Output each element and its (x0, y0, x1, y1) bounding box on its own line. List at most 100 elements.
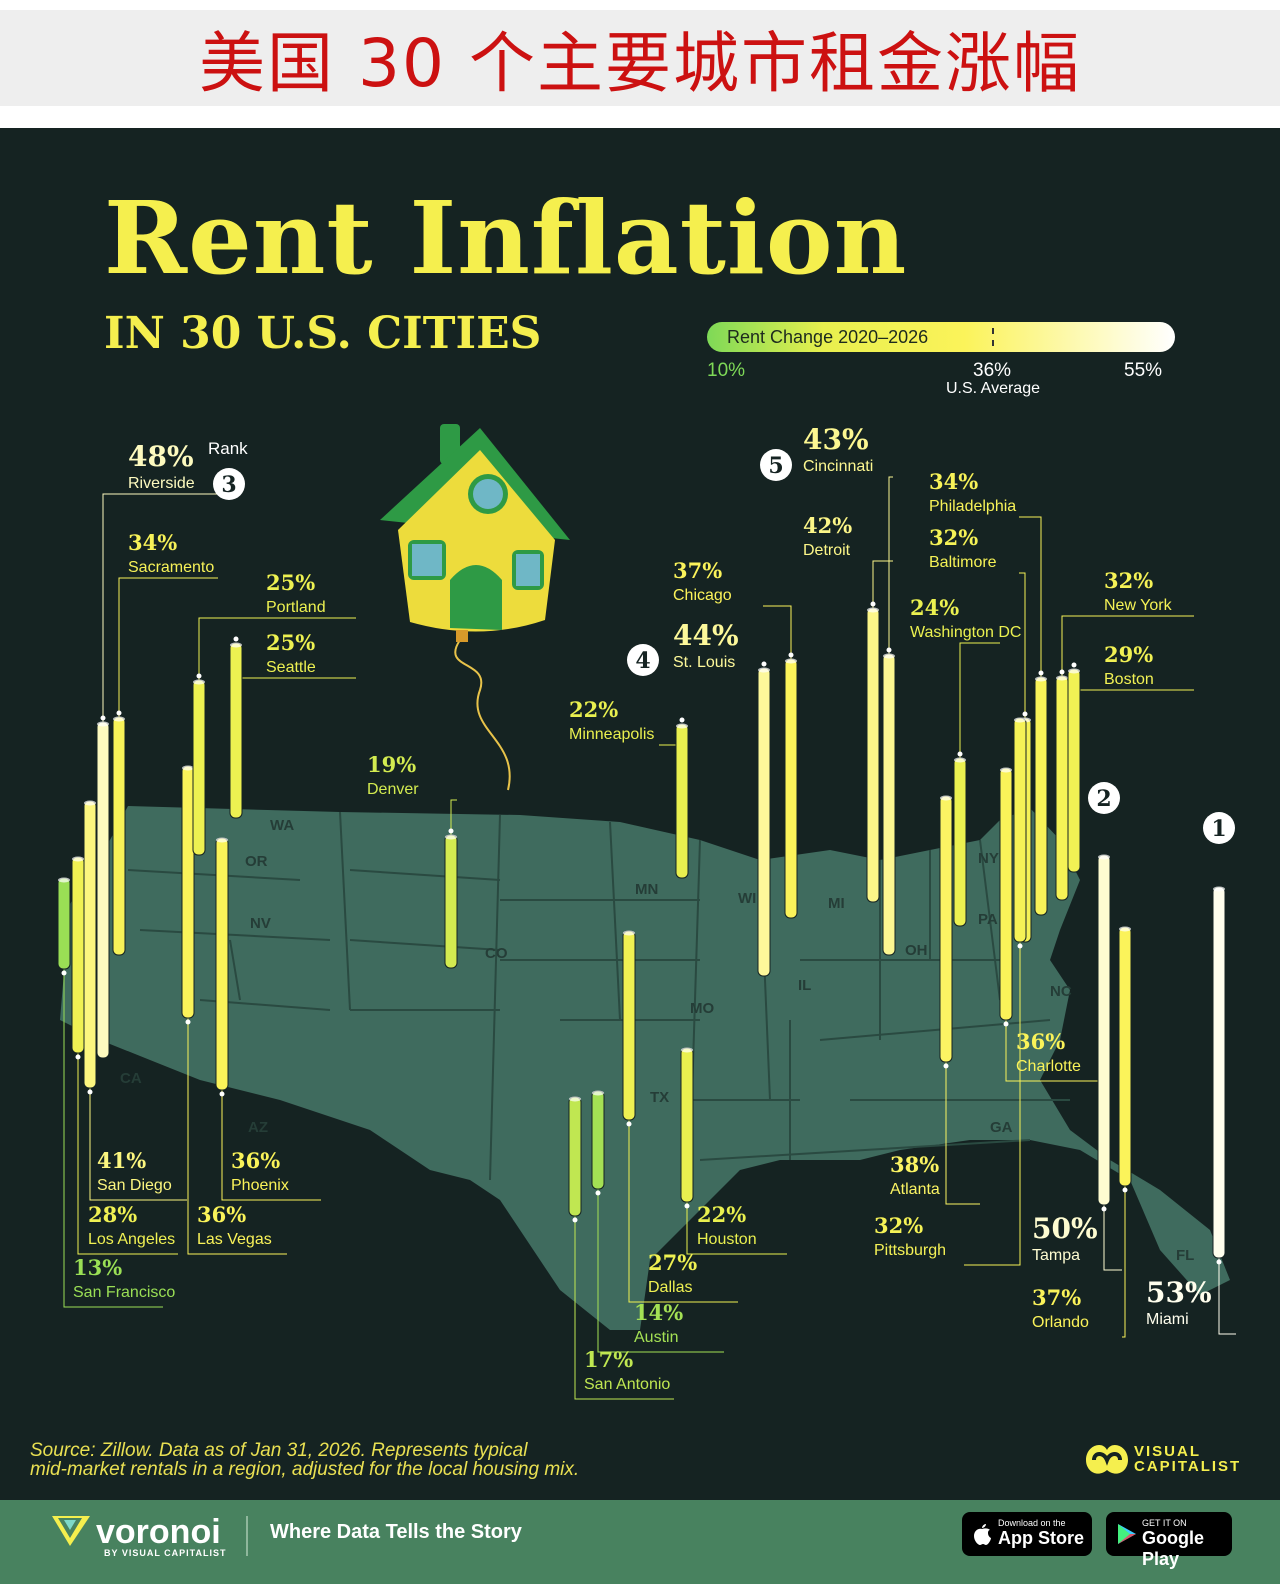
bar-cap-st-louis (758, 667, 770, 673)
legend-color-scale: Rent Change 2020–2026 (707, 322, 1175, 352)
rank-badge-2 (1088, 782, 1120, 814)
leader-cincinnati (888, 476, 893, 654)
legend-max: 55% (1124, 360, 1163, 381)
dot-riverside (100, 715, 106, 721)
state-label-co: CO (485, 945, 508, 962)
banner-title-box: 美国 30 个主要城市租金涨幅 (0, 10, 1280, 106)
bar-seattle (229, 642, 243, 819)
leader-chicago (763, 605, 792, 659)
rank-header: Rank (208, 439, 248, 458)
value-label-philadelphia: 34% (929, 469, 978, 494)
city-label-pittsburgh: Pittsburgh (874, 1242, 946, 1259)
bar-cap-denver (445, 834, 457, 840)
bar-cap-tampa (1098, 854, 1110, 860)
bar-cap-cincinnati (883, 653, 895, 659)
source-line-1: Source: Zillow. Data as of Jan 31, 2026.… (30, 1440, 528, 1461)
bar-new-york (1055, 675, 1069, 901)
leader-san-francisco (63, 969, 163, 1308)
city-label-tampa: Tampa (1032, 1247, 1080, 1264)
bar-cap-sacramento (113, 716, 125, 722)
dot-pittsburgh (1017, 943, 1023, 949)
dot-minneapolis (679, 717, 685, 723)
voronoi-logo[interactable]: voronoi (96, 1513, 221, 1551)
bar-cap-san-diego (84, 800, 96, 806)
city-label-st-louis: St. Louis (673, 654, 735, 671)
state-labels: WA OR NV CA AZ CO MN WI MI IL MO TX OH PA NY NC GA FL (120, 817, 1194, 1264)
dot-boston (1071, 662, 1077, 668)
value-label-chicago: 37% (673, 558, 722, 583)
city-label-charlotte: Charlotte (1016, 1058, 1081, 1075)
city-label-san-francisco: San Francisco (73, 1284, 175, 1301)
rank-number-5: 5 (768, 453, 783, 479)
legend-min: 10% (707, 360, 746, 381)
apple-icon (974, 1524, 991, 1545)
bars (57, 607, 1226, 1259)
state-label-mo: MO (690, 1000, 714, 1017)
dot-houston (684, 1203, 690, 1209)
leader-las-vegas (187, 1018, 287, 1255)
dot-san-francisco (61, 970, 67, 976)
state-label-mn: MN (635, 881, 658, 898)
state-label-oh: OH (905, 942, 928, 959)
leader-riverside (102, 493, 218, 722)
voronoi-logo-icon (52, 1516, 90, 1546)
leader-phoenix (221, 1090, 321, 1201)
value-label-pittsburgh: 32% (874, 1213, 923, 1238)
dot-los-angeles (75, 1054, 81, 1060)
rank-number-4: 4 (635, 648, 650, 674)
state-label-ca: CA (120, 1070, 142, 1087)
bar-cap-las-vegas (182, 765, 194, 771)
leader-philadelphia (1019, 516, 1042, 677)
app-store-button[interactable]: Download on the App Store (962, 1512, 1092, 1556)
chart-svg: WA OR NV CA AZ CO MN WI MI IL MO TX OH PA NY NC GA FL 53%… (57, 423, 1236, 1400)
chart-subtitle: IN 30 U.S. CITIES (104, 308, 542, 359)
dot-cincinnati (886, 647, 892, 653)
house-balloon-icon (380, 424, 570, 791)
bar-san-francisco (57, 877, 71, 970)
city-label-orlando: Orlando (1032, 1314, 1089, 1331)
legend-average-tick (992, 328, 994, 346)
city-label-las-vegas: Las Vegas (197, 1231, 272, 1248)
state-label-or: OR (245, 853, 268, 870)
bar-pittsburgh (1013, 717, 1027, 943)
google-play-button[interactable]: GET IT ON Google Play (1106, 1512, 1232, 1569)
value-label-tampa: 50% (1032, 1212, 1098, 1245)
legend-label: Rent Change 2020–2026 (727, 327, 929, 347)
leader-charlotte (1005, 1020, 1106, 1082)
bar-cap-phoenix (216, 837, 228, 843)
bar-boston (1067, 668, 1081, 873)
value-label-phoenix: 36% (231, 1148, 280, 1173)
value-label-miami: 53% (1146, 1276, 1212, 1309)
bar-miami (1212, 886, 1226, 1259)
bar-chicago (784, 658, 798, 919)
rank-badge-3 (213, 468, 245, 500)
bar-st-louis (757, 667, 771, 977)
bar-cap-orlando (1119, 926, 1131, 932)
dot-tampa (1101, 1206, 1107, 1212)
city-label-miami: Miami (1146, 1311, 1189, 1328)
leader-baltimore (1019, 572, 1026, 718)
rank-number-3: 3 (221, 472, 236, 498)
bar-cap-chicago (785, 658, 797, 664)
bar-charlotte (999, 767, 1013, 1021)
google-play-icon (1118, 1524, 1136, 1544)
bar-cap-philadelphia (1035, 676, 1047, 682)
leader-atlanta (945, 1062, 980, 1205)
state-label-ny: NY (978, 850, 999, 867)
city-label-sacramento: Sacramento (128, 559, 214, 576)
google-play-label: Google Play (1142, 1528, 1204, 1569)
value-label-minneapolis: 22% (569, 697, 618, 722)
bar-cap-miami (1213, 886, 1225, 892)
dot-sacramento (116, 710, 122, 716)
state-label-wi: WI (738, 890, 756, 907)
city-label-detroit: Detroit (803, 542, 851, 559)
dot-st-louis (761, 661, 767, 667)
bar-cap-detroit (867, 607, 879, 613)
leader-orlando (1122, 1186, 1126, 1338)
bar-sacramento (112, 716, 126, 956)
dot-atlanta (943, 1063, 949, 1069)
state-label-az: AZ (248, 1119, 268, 1136)
value-label-riverside: 48% (128, 440, 194, 473)
vc-line-2: CAPITALIST (1134, 1458, 1242, 1475)
value-label-boston: 29% (1104, 642, 1153, 667)
